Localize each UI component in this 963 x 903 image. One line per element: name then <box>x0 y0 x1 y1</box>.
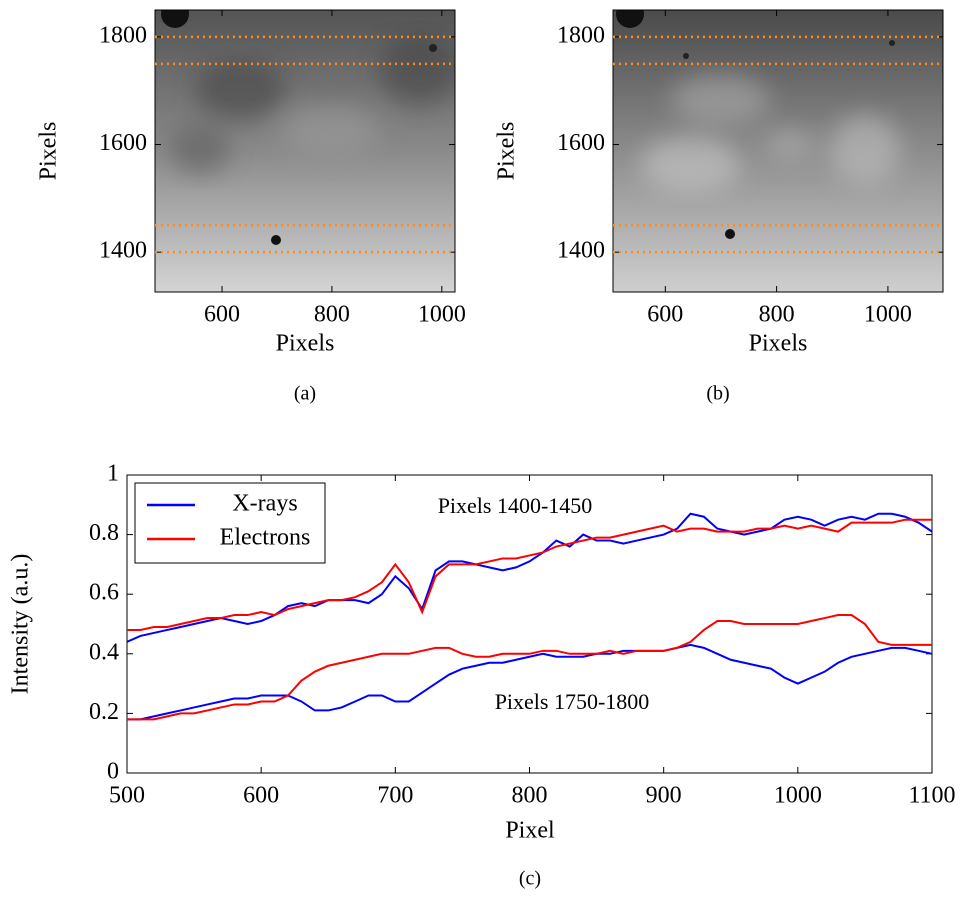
x-tick-label: 600 <box>243 783 279 809</box>
plot-frame <box>154 9 456 293</box>
x-tick-label: 800 <box>759 302 795 328</box>
y-tick-label: 1600 <box>557 130 605 156</box>
y-tick-label: 1600 <box>99 130 147 156</box>
caption: (a) <box>294 383 316 405</box>
data-line <box>127 643 933 721</box>
x-tick-label: 800 <box>512 783 548 809</box>
y-tick-label: 0.2 <box>89 699 119 725</box>
image-a <box>155 10 455 292</box>
y-tick-label: 0.6 <box>89 580 119 606</box>
y-tick-label: 0.8 <box>89 520 119 546</box>
caption: (c) <box>519 868 541 890</box>
annotation: Pixels 1750-1800 <box>495 689 650 714</box>
plot-frame <box>612 9 944 293</box>
y-tick-label: 1800 <box>99 22 147 48</box>
x-axis-label: Pixel <box>505 818 555 844</box>
x-tick-label: 800 <box>314 302 350 328</box>
caption: (b) <box>706 383 729 405</box>
data-line <box>127 518 932 631</box>
x-tick-label: 1000 <box>418 302 466 328</box>
legend-label: Electrons <box>220 525 311 551</box>
image-b <box>613 10 943 292</box>
y-tick-label: 1400 <box>99 238 147 264</box>
x-axis-label: Pixels <box>276 331 335 357</box>
y-tick-label: 1800 <box>557 22 605 48</box>
y-axis-label: Intensity (a.u.) <box>8 554 34 695</box>
x-tick-label: 500 <box>109 783 145 809</box>
plot-frame <box>126 474 933 774</box>
x-tick-label: 900 <box>646 783 682 809</box>
x-axis-label: Pixels <box>749 331 808 357</box>
x-tick-label: 1000 <box>774 783 822 809</box>
x-tick-label: 1100 <box>908 783 955 809</box>
y-tick-label: 0 <box>107 759 119 785</box>
annotation: Pixels 1400-1450 <box>438 493 593 518</box>
y-axis-label: Pixels <box>494 122 520 181</box>
y-tick-label: 1400 <box>557 238 605 264</box>
x-tick-label: 700 <box>377 783 413 809</box>
data-line <box>126 512 933 643</box>
y-axis-label: Pixels <box>36 122 62 181</box>
data-line <box>127 614 932 721</box>
y-tick-label: 0.4 <box>89 639 119 665</box>
y-tick-label: 1 <box>107 461 119 487</box>
legend-box <box>134 482 326 564</box>
x-tick-label: 1000 <box>864 302 912 328</box>
legend-label: X-rays <box>232 491 297 517</box>
x-tick-label: 600 <box>647 302 683 328</box>
x-tick-label: 600 <box>204 302 240 328</box>
